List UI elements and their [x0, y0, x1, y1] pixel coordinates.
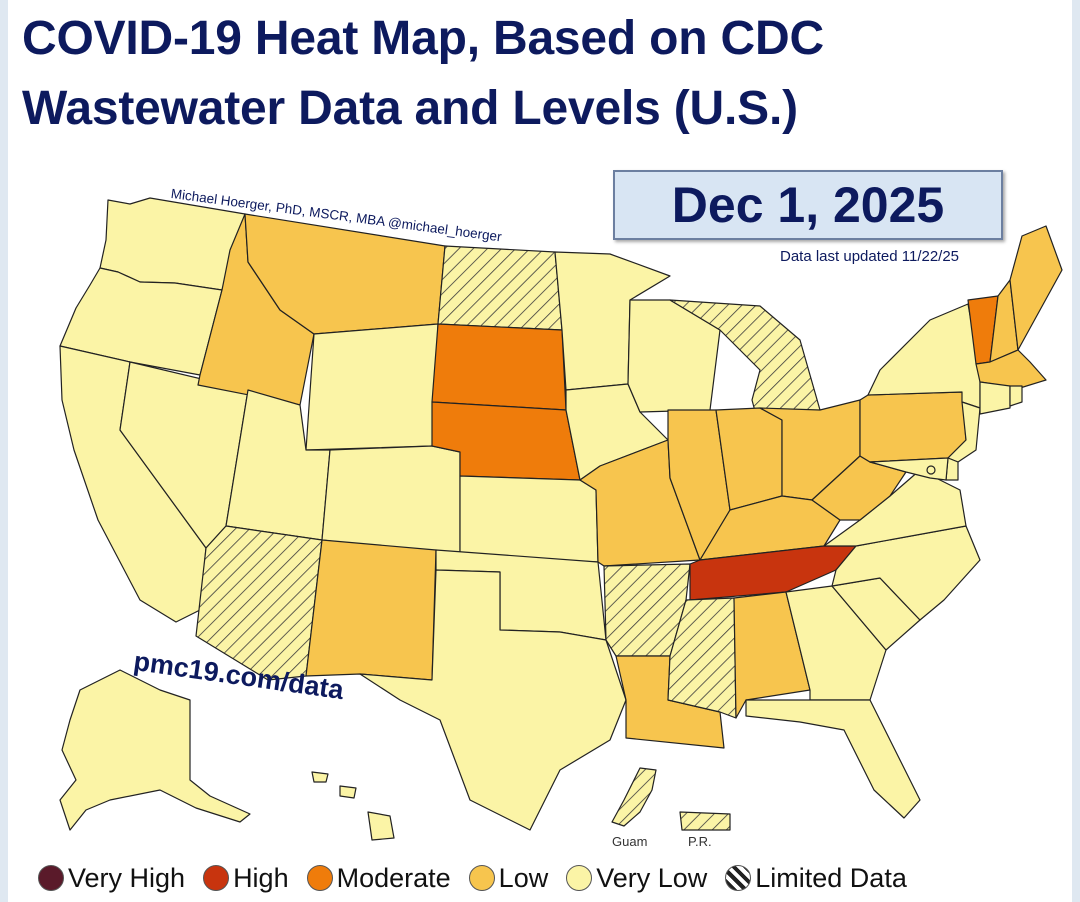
color-dot-icon: [38, 865, 64, 891]
legend-item: Limited Data: [725, 863, 907, 894]
legend-label: Low: [498, 862, 549, 893]
state-AK: [59, 669, 251, 831]
date-box: Dec 1, 2025: [613, 170, 1003, 240]
state-CT: [979, 381, 1011, 415]
color-dot-icon: [566, 865, 593, 891]
state-NY: [867, 303, 981, 409]
legend-item: Low: [468, 862, 549, 894]
state-TX: [359, 569, 627, 831]
legend-item: Very Low: [566, 863, 707, 894]
updated-note: Data last updated 11/22/25: [780, 248, 960, 265]
state-MD: [869, 457, 949, 481]
legend-item: High: [203, 863, 289, 894]
state-FL: [745, 699, 921, 819]
pr-label: P.R.: [688, 834, 712, 849]
state-RI: [1009, 385, 1023, 407]
legend-item: Very High: [38, 863, 185, 894]
state-SD: [431, 323, 567, 411]
state-ME: [1009, 225, 1063, 351]
state-HI-3: [311, 771, 329, 783]
state-KS: [459, 475, 599, 563]
title-line-1: COVID-19 Heat Map, Based on CDC: [22, 12, 824, 65]
state-HI-2: [339, 785, 357, 799]
legend-item: Moderate: [306, 862, 451, 894]
state-HI: [367, 811, 395, 841]
state-AL: [733, 591, 811, 719]
hatched-dot-icon: [725, 865, 752, 891]
title-line-2: Wastewater Data and Levels (U.S.): [22, 82, 798, 135]
legend-label: Very High: [68, 862, 186, 893]
legend-label: High: [233, 862, 289, 893]
state-DC: [926, 465, 936, 475]
legend-label: Very Low: [596, 862, 708, 893]
legend-label: Moderate: [336, 862, 451, 893]
guam-label: Guam: [612, 834, 648, 849]
state-PA: [859, 391, 967, 463]
state-WY: [305, 323, 439, 451]
state-NM: [305, 539, 437, 681]
legend-label: Limited Data: [755, 862, 907, 893]
color-dot-icon: [203, 865, 230, 891]
state-ND: [437, 245, 563, 331]
state-GU: [611, 767, 657, 827]
legend: Very High High Moderate Low Very Low Limited …: [38, 860, 907, 896]
state-CO: [321, 445, 461, 557]
color-dot-icon: [306, 865, 333, 891]
color-dot-icon: [468, 865, 495, 891]
page-title: COVID-19 Heat Map, Based on CDC Wastewat…: [22, 4, 1062, 144]
state-PR: [679, 811, 731, 831]
